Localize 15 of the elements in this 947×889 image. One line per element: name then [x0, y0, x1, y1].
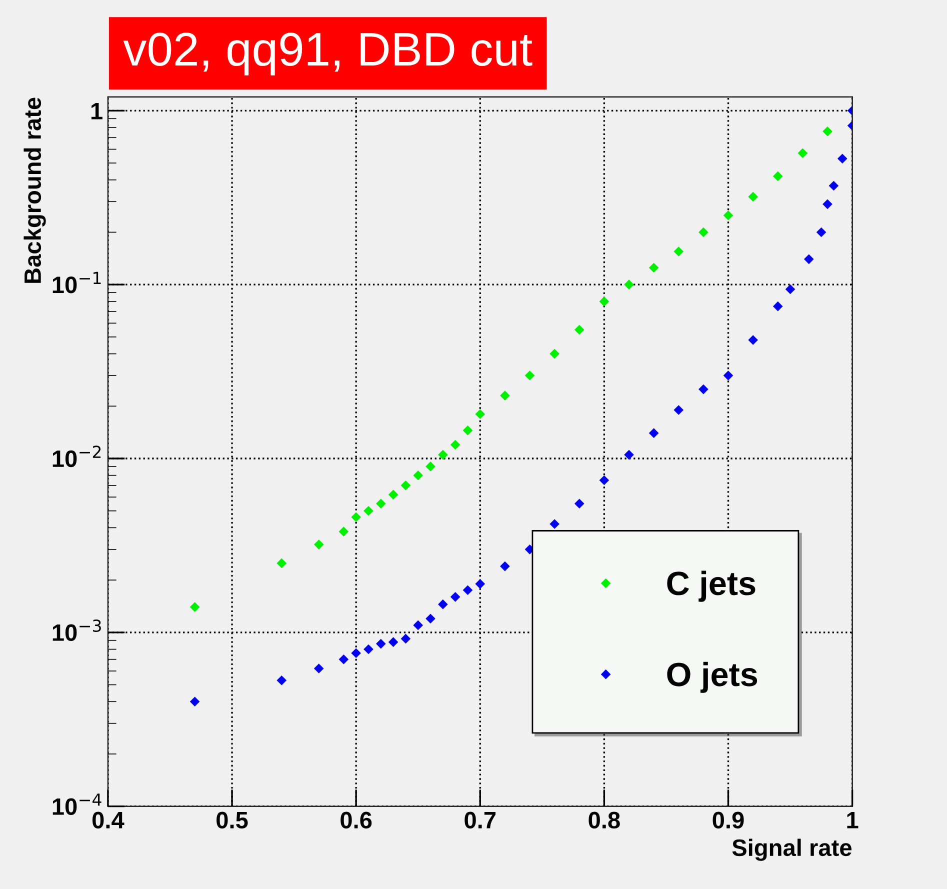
x-tick-label: 0.6 — [340, 812, 372, 829]
y-tick-label: 10$^{−1}$ — [52, 272, 101, 294]
x-tick-label: 0.9 — [712, 812, 744, 829]
chart-title: v02, qq91, DBD cut — [123, 32, 532, 76]
legend-label: O jets — [667, 662, 758, 693]
y-tick-label: 1 — [91, 102, 102, 120]
x-tick-label: 0.7 — [464, 812, 496, 829]
y-axis-title: Background rate — [24, 98, 46, 283]
legend-label: C jets — [667, 570, 756, 602]
x-tick-label: 0.8 — [588, 812, 620, 829]
x-tick-label: 1 — [847, 812, 858, 828]
x-tick-label: 0.5 — [216, 812, 248, 829]
y-tick-label: 10$^{−3}$ — [52, 619, 101, 642]
x-axis-title: Signal rate — [732, 838, 852, 861]
y-tick-label: 10$^{−2}$ — [52, 446, 101, 468]
